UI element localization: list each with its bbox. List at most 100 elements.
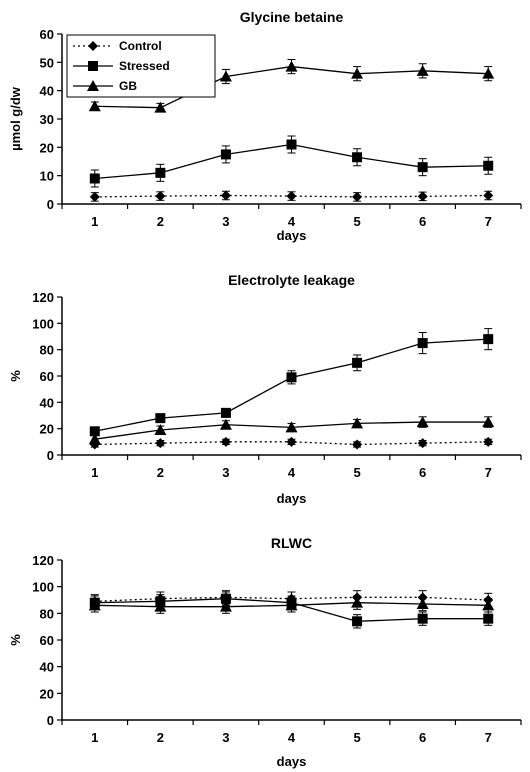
x-axis-label: days [277,491,307,506]
chart-2: Electrolyte leakage 0 20 40 60 80 100 120 1 2 3 4 5 6… [8,272,522,506]
y-tick-label: 40 [40,84,54,99]
data-point [351,417,364,429]
data-point [352,439,363,450]
x-tick-label: 5 [353,730,360,745]
x-tick-label: 4 [288,214,296,229]
data-point [352,152,363,163]
data-point [88,433,101,445]
legend-label: GB [119,79,137,93]
y-axis-label: % [8,370,23,382]
y-tick-label: 60 [40,633,54,648]
chart-3: RLWC 0 20 40 60 80 100 120 1 2 3 4 5 6 7 days% [8,535,522,769]
data-point [351,67,364,79]
x-tick-label: 2 [157,465,164,480]
data-point [482,599,495,611]
x-tick-label: 5 [353,214,360,229]
data-point [352,191,363,202]
x-tick-label: 6 [419,730,426,745]
y-tick-label: 0 [47,713,54,728]
data-point [285,599,298,611]
data-point [417,191,428,202]
y-tick-label: 30 [40,112,54,127]
data-point [482,67,495,79]
legend-marker [88,61,98,71]
legend-label: Stressed [119,59,170,73]
data-point [286,436,297,447]
y-tick-label: 100 [32,316,54,331]
data-point [89,426,100,437]
data-point [88,599,101,611]
data-point [417,338,428,349]
data-point [155,413,166,424]
x-tick-label: 7 [485,730,492,745]
data-point [416,598,429,609]
data-point [155,167,166,178]
data-point [417,613,428,624]
y-tick-label: 50 [40,55,54,70]
x-tick-label: 7 [485,465,492,480]
series-1 [89,436,494,450]
data-point [285,421,298,433]
x-tick-label: 3 [222,730,229,745]
y-tick-label: 120 [32,553,54,568]
data-point [154,600,167,612]
data-point [286,372,297,383]
x-tick-label: 2 [157,730,164,745]
data-point [285,60,298,72]
data-point [220,190,231,201]
data-point [483,613,494,624]
x-tick-label: 6 [419,214,426,229]
y-tick-label: 60 [40,369,54,384]
y-tick-label: 20 [40,422,54,437]
legend-label: Control [119,39,162,53]
data-point [483,160,494,171]
data-point [220,436,231,447]
x-axis-label: days [277,228,307,243]
y-tick-label: 80 [40,606,54,621]
x-tick-label: 3 [222,465,229,480]
y-tick-label: 100 [32,580,54,595]
chart-title: RLWC [271,535,312,551]
legend-marker [88,41,98,51]
y-tick-label: 20 [40,686,54,701]
legend-marker [87,80,99,91]
data-point [352,616,363,627]
x-tick-label: 1 [91,465,98,480]
data-point [220,593,231,604]
y-tick-label: 20 [40,140,54,155]
series-3 [88,595,495,614]
chart-title: Electrolyte leakage [228,272,355,288]
chart-title: Glycine betaine [240,9,344,25]
y-tick-label: 0 [47,197,54,212]
data-point [483,436,494,447]
x-tick-label: 2 [157,214,164,229]
y-tick-label: 40 [40,395,54,410]
data-point [416,416,429,428]
data-point [89,173,100,184]
data-point [155,438,166,449]
chart-1: Glycine betaine 0 10 20 30 40 50 60 1 2 3 4 5 6 7 days µ… [8,9,522,243]
data-point [417,162,428,173]
series-line [94,338,489,432]
data-point [286,191,297,202]
y-tick-label: 10 [40,169,54,184]
data-point [416,64,429,76]
y-tick-label: 40 [40,660,54,675]
x-tick-label: 3 [222,214,229,229]
legend: Control Stressed GB [66,34,216,98]
data-point [154,423,167,435]
data-point [483,334,494,345]
y-tick-label: 120 [32,290,54,305]
series-2 [89,328,494,437]
data-point [417,438,428,449]
data-point [154,101,167,113]
series-stressed [89,135,494,188]
data-point [219,600,232,612]
x-tick-label: 1 [91,214,98,229]
y-axis-label: µmol g/dw [8,86,23,151]
data-point [155,191,166,202]
data-point [89,191,100,202]
x-tick-label: 1 [91,730,98,745]
data-point [286,139,297,150]
